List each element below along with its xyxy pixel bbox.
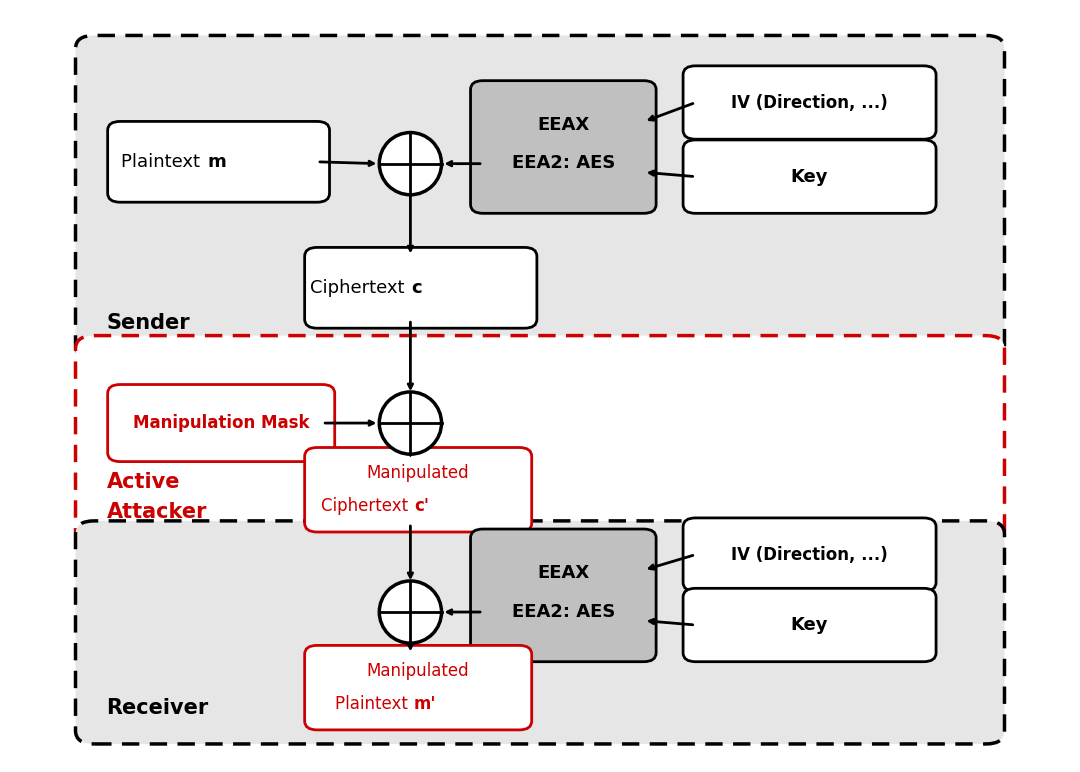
Text: Ciphertext: Ciphertext xyxy=(310,279,410,296)
FancyBboxPatch shape xyxy=(683,140,936,213)
Text: Manipulated: Manipulated xyxy=(367,465,470,482)
Text: Attacker: Attacker xyxy=(107,502,207,522)
Text: EEAX: EEAX xyxy=(537,564,590,582)
Text: Sender: Sender xyxy=(107,313,190,333)
Ellipse shape xyxy=(379,133,442,195)
Text: EEAX: EEAX xyxy=(537,116,590,134)
Text: EEA2: AES: EEA2: AES xyxy=(512,603,615,621)
FancyBboxPatch shape xyxy=(76,336,1004,543)
Text: Active: Active xyxy=(107,472,180,493)
FancyBboxPatch shape xyxy=(305,645,531,730)
Text: Receiver: Receiver xyxy=(107,699,208,719)
Text: Plaintext: Plaintext xyxy=(335,695,413,713)
FancyBboxPatch shape xyxy=(471,529,657,662)
FancyBboxPatch shape xyxy=(683,518,936,591)
Text: IV (Direction, ...): IV (Direction, ...) xyxy=(731,93,888,111)
Text: m: m xyxy=(207,153,226,171)
FancyBboxPatch shape xyxy=(108,384,335,462)
FancyBboxPatch shape xyxy=(305,448,531,532)
Text: m': m' xyxy=(414,695,436,713)
Text: c': c' xyxy=(414,497,429,515)
FancyBboxPatch shape xyxy=(471,80,657,213)
FancyBboxPatch shape xyxy=(683,66,936,139)
Text: Plaintext: Plaintext xyxy=(121,153,206,171)
Text: EEA2: AES: EEA2: AES xyxy=(512,154,615,172)
Ellipse shape xyxy=(379,392,442,454)
Ellipse shape xyxy=(379,581,442,643)
FancyBboxPatch shape xyxy=(683,588,936,662)
FancyBboxPatch shape xyxy=(108,121,329,202)
Text: IV (Direction, ...): IV (Direction, ...) xyxy=(731,546,888,564)
Text: Ciphertext: Ciphertext xyxy=(321,497,413,515)
Text: Key: Key xyxy=(791,168,828,185)
Text: c: c xyxy=(411,279,422,296)
FancyBboxPatch shape xyxy=(76,521,1004,744)
FancyBboxPatch shape xyxy=(76,36,1004,358)
Text: Manipulated: Manipulated xyxy=(367,662,470,680)
Text: Key: Key xyxy=(791,616,828,634)
Text: Manipulation Mask: Manipulation Mask xyxy=(133,414,310,432)
FancyBboxPatch shape xyxy=(305,247,537,328)
